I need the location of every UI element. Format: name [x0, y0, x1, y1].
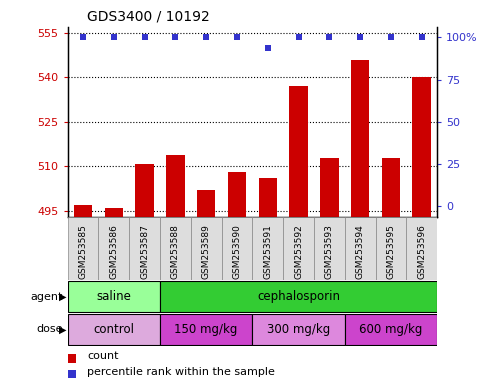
Text: GSM253590: GSM253590 [232, 225, 242, 280]
Bar [99, 217, 129, 280]
Text: dose: dose [36, 324, 63, 334]
Text: 150 mg/kg: 150 mg/kg [174, 323, 238, 336]
Bar [74, 205, 92, 217]
Text: GSM253594: GSM253594 [355, 225, 365, 279]
Bar [283, 217, 314, 280]
Bar [191, 217, 222, 280]
Bar [197, 190, 215, 217]
Text: percentile rank within the sample: percentile rank within the sample [87, 367, 275, 377]
Text: cephalosporin: cephalosporin [257, 290, 340, 303]
Bar [351, 60, 369, 217]
Bar [412, 77, 431, 217]
Text: GSM253589: GSM253589 [202, 225, 211, 280]
Bar [406, 217, 437, 280]
Point [110, 35, 118, 41]
Bar [345, 314, 437, 345]
Bar [252, 314, 345, 345]
Point [326, 35, 333, 41]
Bar [289, 86, 308, 217]
Text: GSM253592: GSM253592 [294, 225, 303, 279]
Text: GSM253595: GSM253595 [386, 225, 396, 280]
Text: 600 mg/kg: 600 mg/kg [359, 323, 423, 336]
Bar [222, 217, 252, 280]
Point [202, 35, 210, 41]
Point [233, 35, 241, 41]
Bar [160, 314, 252, 345]
Text: agent: agent [30, 291, 63, 302]
Text: GSM253593: GSM253593 [325, 225, 334, 280]
Text: GSM253587: GSM253587 [140, 225, 149, 280]
Point [418, 35, 426, 41]
Point [141, 35, 148, 41]
Text: control: control [93, 323, 134, 336]
Bar [68, 217, 99, 280]
Bar [228, 172, 246, 217]
Bar [68, 281, 160, 312]
Text: GSM253585: GSM253585 [79, 225, 87, 280]
Text: ▶: ▶ [58, 324, 66, 334]
Bar [105, 208, 123, 217]
Text: count: count [87, 351, 118, 361]
Bar [258, 178, 277, 217]
Point [171, 35, 179, 41]
Text: GDS3400 / 10192: GDS3400 / 10192 [87, 9, 210, 23]
Text: GSM253596: GSM253596 [417, 225, 426, 280]
Bar [252, 217, 283, 280]
Bar [376, 217, 406, 280]
Bar [135, 164, 154, 217]
Bar [166, 155, 185, 217]
Text: GSM253591: GSM253591 [263, 225, 272, 280]
Point [295, 35, 302, 41]
Bar [129, 217, 160, 280]
Bar [68, 314, 160, 345]
Text: ▶: ▶ [58, 291, 66, 302]
Text: saline: saline [97, 290, 131, 303]
Text: GSM253588: GSM253588 [171, 225, 180, 280]
Text: 300 mg/kg: 300 mg/kg [267, 323, 330, 336]
Bar [160, 217, 191, 280]
Point [387, 35, 395, 41]
Bar [320, 157, 339, 217]
Point [264, 45, 271, 51]
Bar [314, 217, 345, 280]
Text: GSM253586: GSM253586 [109, 225, 118, 280]
Point [356, 35, 364, 41]
Bar [382, 157, 400, 217]
Bar [345, 217, 376, 280]
Point [79, 35, 87, 41]
Bar [160, 281, 437, 312]
